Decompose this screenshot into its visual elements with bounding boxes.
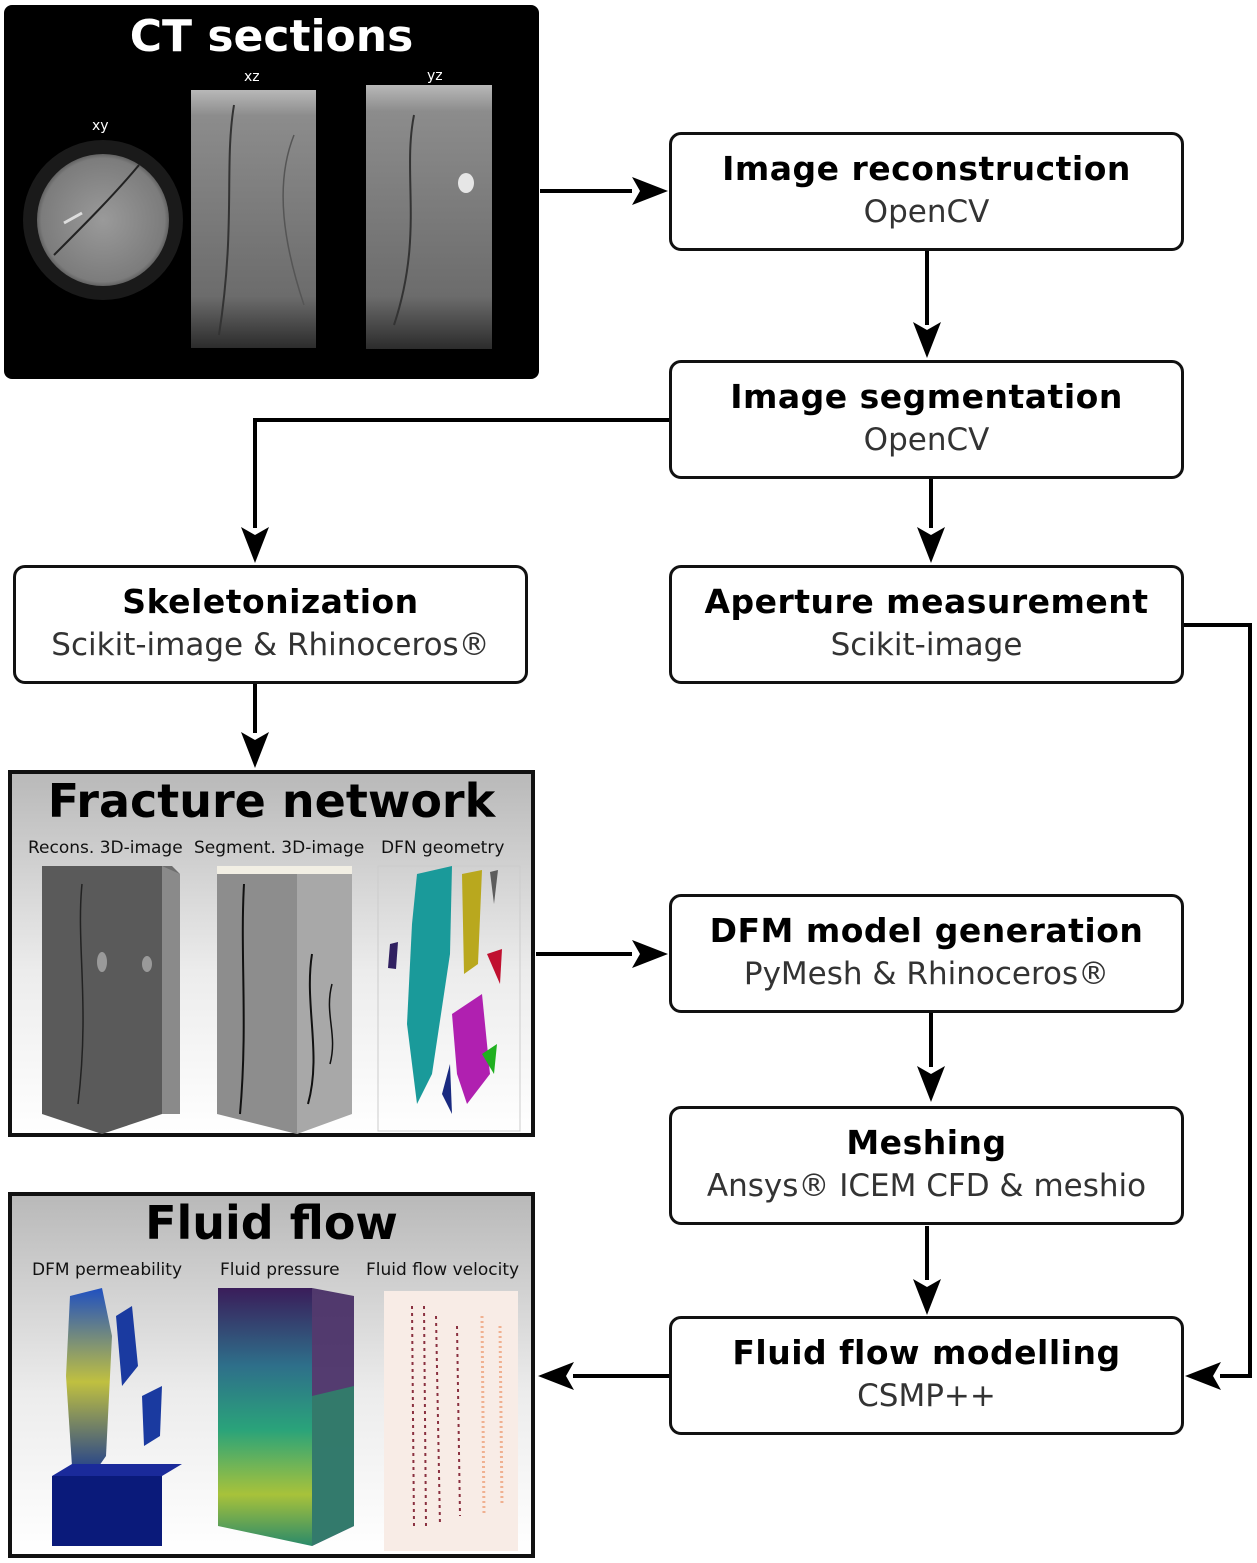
fluid-flow-modelling-box: Fluid flow modelling CSMP++ [669, 1316, 1184, 1435]
fluid-label-permeability: DFM permeability [32, 1260, 183, 1280]
image-segmentation-title: Image segmentation [730, 377, 1123, 416]
fluid-flow-images [52, 1288, 518, 1551]
fluid-pressure-image [218, 1288, 312, 1546]
fracture-label-recons: Recons. 3D-image [28, 838, 183, 858]
image-reconstruction-box: Image reconstruction OpenCV [669, 132, 1184, 251]
ct-label-xy: xy [92, 118, 109, 134]
arrow-aperture-to-flow [1183, 623, 1252, 1378]
skeletonization-title: Skeletonization [122, 582, 419, 621]
ct-label-xz: xz [244, 69, 260, 85]
recons-3d-image [42, 866, 162, 1134]
fluid-velocity-image [384, 1291, 518, 1551]
image-segmentation-box: Image segmentation OpenCV [669, 360, 1184, 479]
image-reconstruction-tool: OpenCV [863, 194, 990, 230]
yz-section-image [366, 85, 492, 349]
xy-section-image [37, 154, 169, 286]
aperture-measurement-title: Aperture measurement [704, 582, 1149, 621]
fluid-flow-title: Fluid flow [145, 1196, 398, 1250]
ct-section-images [23, 85, 492, 349]
ct-sections-panel: CT sections xy xz yz [4, 5, 539, 379]
fracture-label-dfn: DFN geometry [381, 838, 505, 858]
image-segmentation-tool: OpenCV [863, 422, 990, 458]
dfm-model-generation-box: DFM model generation PyMesh & Rhinoceros… [669, 894, 1184, 1013]
meshing-tool: Ansys® ICEM CFD & meshio [706, 1168, 1147, 1204]
meshing-box: Meshing Ansys® ICEM CFD & meshio [669, 1106, 1184, 1225]
segment-3d-image [217, 874, 297, 1134]
fracture-network-images [42, 865, 521, 1134]
skeletonization-box: Skeletonization Scikit-image & Rhinocero… [13, 565, 528, 684]
fluid-flow-panel: Fluid flow DFM permeability Fluid pressu… [8, 1192, 535, 1558]
ct-label-yz: yz [427, 68, 443, 84]
skeletonization-tool: Scikit-image & Rhinoceros® [51, 627, 490, 663]
fluid-label-pressure: Fluid pressure [220, 1260, 340, 1280]
fracture-label-segment: Segment. 3D-image [194, 838, 365, 858]
dfm-model-generation-title: DFM model generation [709, 911, 1144, 950]
dfn-geometry [407, 866, 452, 1104]
fluid-flow-modelling-tool: CSMP++ [857, 1378, 996, 1414]
aperture-measurement-tool: Scikit-image [830, 627, 1023, 663]
ct-sections-title: CT sections [129, 11, 414, 62]
fracture-network-panel: Fracture network Recons. 3D-image Segmen… [8, 770, 535, 1137]
fluid-flow-modelling-title: Fluid flow modelling [732, 1333, 1121, 1372]
dfm-permeability-image [66, 1288, 112, 1476]
aperture-measurement-box: Aperture measurement Scikit-image [669, 565, 1184, 684]
dfm-model-generation-tool: PyMesh & Rhinoceros® [743, 956, 1110, 992]
xz-section-image [191, 90, 316, 348]
fracture-network-title: Fracture network [47, 774, 496, 828]
image-reconstruction-title: Image reconstruction [722, 149, 1131, 188]
meshing-title: Meshing [846, 1123, 1007, 1162]
arrow-segmentation-to-skeletonization [253, 418, 670, 528]
fluid-label-velocity: Fluid flow velocity [366, 1260, 520, 1280]
